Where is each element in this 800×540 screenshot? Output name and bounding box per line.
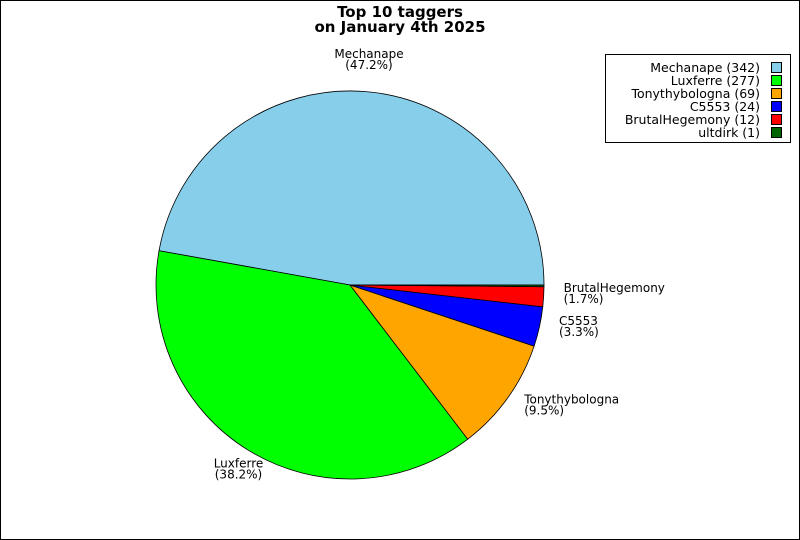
- legend-item-mechanape: Mechanape (342): [606, 61, 790, 74]
- legend-label: Mechanape (342): [650, 60, 760, 75]
- legend-swatch: [771, 127, 782, 138]
- legend-label: ultdirk (1): [698, 125, 760, 140]
- slice-label-luxferre: Luxferre: [214, 457, 264, 471]
- slice-label-brutalhegemony: BrutalHegemony: [564, 281, 665, 295]
- legend-item-luxferre: Luxferre (277): [606, 74, 790, 87]
- pie-slice-tonythybologna: [348, 284, 535, 440]
- legend-swatch: [771, 114, 782, 125]
- slice-percent-tonythybologna: (9.5%): [524, 403, 564, 417]
- slice-percent-luxferre: (38.2%): [215, 468, 262, 482]
- legend-swatch: [771, 75, 782, 86]
- legend-label: Tonythybologna (69): [631, 86, 760, 101]
- chart-title-line-2: on January 4th 2025: [314, 18, 486, 36]
- slice-label-mechanape: Mechanape: [334, 47, 403, 61]
- legend-swatch: [771, 62, 782, 73]
- pie-slice-luxferre: [155, 250, 469, 480]
- legend-label: Luxferre (277): [670, 73, 760, 88]
- chart-title: Top 10 taggers on January 4th 2025: [0, 5, 800, 35]
- legend-swatch: [771, 88, 782, 99]
- pie-slice-mechanape: [158, 90, 545, 286]
- legend-label: BrutalHegemony (12): [624, 112, 760, 127]
- legend-label: C5553 (24): [689, 99, 760, 114]
- legend-swatch: [771, 101, 782, 112]
- legend-item-ultdirk: ultdirk (1): [606, 126, 790, 139]
- slice-label-tonythybologna: Tonythybologna: [523, 392, 619, 406]
- pie-slice-ultdirk: [349, 284, 545, 288]
- legend: Mechanape (342) Luxferre (277) Tonythybolo…: [605, 54, 791, 143]
- chart-title-line-1: Top 10 taggers: [337, 3, 463, 21]
- legend-item-c5553: C5553 (24): [606, 100, 790, 113]
- legend-item-brutalhegemony: BrutalHegemony (12): [606, 113, 790, 126]
- slice-percent-c5553: (3.3%): [559, 325, 599, 339]
- slice-percent-mechanape: (47.2%): [345, 58, 392, 72]
- legend-item-tonythybologna: Tonythybologna (69): [606, 87, 790, 100]
- slice-percent-brutalhegemony: (1.7%): [564, 292, 604, 306]
- slice-label-c5553: C5553: [559, 314, 598, 328]
